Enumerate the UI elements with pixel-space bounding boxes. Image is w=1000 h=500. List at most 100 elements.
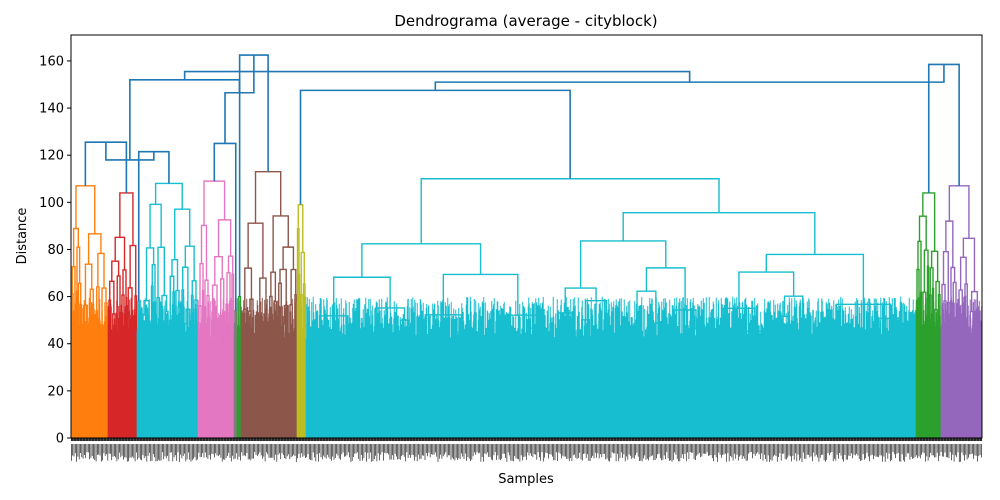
link-cyan-main: [609, 343, 622, 364]
link-cyan-main: [896, 364, 900, 438]
link-green: [935, 321, 939, 438]
link-purple: [978, 360, 982, 438]
link-cyan-main: [597, 334, 616, 346]
link-red: [116, 275, 121, 319]
link-cyan-main: [782, 363, 786, 438]
link-orange: [95, 311, 99, 438]
link-olive: [303, 296, 307, 438]
link-purple: [963, 295, 967, 438]
link-pink: [211, 284, 218, 321]
link-cyan-main: [657, 340, 663, 361]
link-brown: [288, 334, 292, 438]
link-cyan-main: [339, 357, 343, 368]
link-cyan-main: [436, 357, 444, 367]
link-cyan-main: [679, 361, 683, 438]
link-orange: [92, 336, 96, 438]
link-orange: [101, 287, 107, 325]
link-cyan-main: [899, 365, 903, 438]
link-orange: [97, 252, 105, 289]
link-purple: [961, 349, 965, 438]
link-orange: [77, 282, 82, 438]
link-purple: [970, 290, 979, 312]
link-cyan-main: [670, 358, 674, 438]
link-cyan-main: [633, 353, 637, 363]
link-green: [919, 291, 923, 438]
link-cyan-main: [764, 357, 769, 366]
link-pink: [224, 331, 228, 438]
link-orange: [105, 317, 109, 438]
link-cyan-main: [321, 356, 335, 366]
link-cyan-main: [593, 358, 598, 368]
link-cyan-main: [693, 356, 697, 438]
link-cyan-left: [161, 294, 168, 312]
link-orange: [89, 334, 93, 438]
link-red: [118, 311, 122, 438]
link-cyan-main: [586, 343, 592, 363]
link-green: [929, 267, 934, 296]
link-cyan-main: [566, 366, 570, 438]
link-brown: [265, 334, 269, 438]
y-tick-label: 60: [47, 290, 64, 305]
link-cyan-main: [381, 364, 386, 438]
link-cyan-main: [343, 365, 347, 438]
link-cyan-left: [178, 328, 182, 438]
link-cyan-main: [531, 365, 535, 438]
link-red: [113, 332, 117, 438]
link-cyan-small: [136, 328, 140, 438]
link-cyan-left: [175, 289, 180, 322]
link-cyan-main: [648, 362, 652, 438]
y-tick-label: 100: [39, 196, 64, 211]
link-cyan-main: [575, 362, 579, 438]
x-tick-lines: [70, 438, 983, 441]
link-gray: [234, 310, 238, 438]
link-pink: [203, 180, 226, 226]
link-pink: [206, 294, 210, 324]
link-brown: [284, 362, 288, 438]
link-cyan-main: [731, 358, 735, 362]
link-pink: [231, 273, 235, 438]
link-red: [129, 329, 133, 438]
link-cyan-main: [537, 365, 541, 438]
link-cyan-main: [611, 362, 615, 438]
link-cyan-main: [581, 344, 585, 438]
link-cyan-main: [429, 365, 433, 438]
link-red: [127, 287, 133, 317]
link-purple: [947, 314, 951, 438]
link-cyan-left: [168, 319, 172, 438]
link-cyan-main: [424, 356, 431, 368]
link-red: [120, 333, 124, 438]
link-cyan-main: [807, 354, 811, 438]
link-cyan-main: [652, 361, 656, 369]
link-cyan-main: [804, 361, 808, 372]
link-cyan-main: [463, 365, 467, 438]
link-cyan-main: [763, 365, 767, 438]
x-tick-marks: [70, 438, 983, 462]
link-cyan-main: [778, 326, 784, 356]
link-cyan-main: [456, 361, 462, 371]
y-tick-label: 120: [39, 149, 64, 164]
link-cyan-main: [529, 357, 536, 369]
link-cyan-left: [183, 348, 187, 438]
link-brown: [247, 222, 264, 279]
link-cyan-main: [672, 363, 676, 438]
link-cyan-main: [661, 365, 666, 438]
link-cyan-left: [176, 342, 180, 438]
link-green: [915, 299, 919, 438]
link-cyan-left: [185, 351, 189, 438]
link-purple: [974, 342, 978, 438]
link-cyan-main: [449, 354, 460, 364]
link-cyan-main: [765, 365, 769, 438]
link-green: [931, 288, 935, 438]
link-cyan-main: [732, 361, 736, 438]
link-cyan-main: [909, 353, 914, 370]
link-cyan-left: [164, 362, 168, 438]
link-gray: [233, 322, 237, 438]
link-cyan-main: [683, 364, 687, 438]
link-brown: [267, 329, 271, 438]
link-cyan-main: [678, 359, 682, 370]
link-cyan-main: [726, 347, 734, 362]
link-green: [934, 308, 938, 337]
link-red: [127, 328, 131, 438]
link-cyan-main: [561, 364, 565, 438]
link-cyan-main: [754, 362, 758, 370]
